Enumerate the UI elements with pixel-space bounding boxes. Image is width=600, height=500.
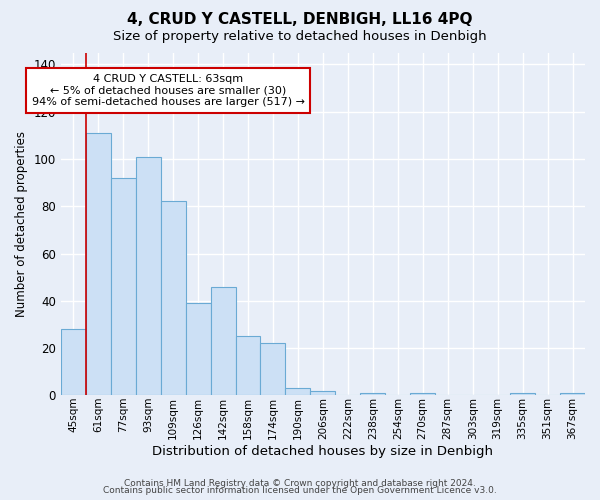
Bar bbox=[260, 344, 286, 396]
Bar bbox=[510, 393, 535, 396]
Bar bbox=[111, 178, 136, 396]
Text: 4, CRUD Y CASTELL, DENBIGH, LL16 4PQ: 4, CRUD Y CASTELL, DENBIGH, LL16 4PQ bbox=[127, 12, 473, 28]
Text: Contains HM Land Registry data © Crown copyright and database right 2024.: Contains HM Land Registry data © Crown c… bbox=[124, 478, 476, 488]
Y-axis label: Number of detached properties: Number of detached properties bbox=[15, 131, 28, 317]
Text: Contains public sector information licensed under the Open Government Licence v3: Contains public sector information licen… bbox=[103, 486, 497, 495]
Text: Size of property relative to detached houses in Denbigh: Size of property relative to detached ho… bbox=[113, 30, 487, 43]
Bar bbox=[211, 286, 236, 396]
Bar bbox=[286, 388, 310, 396]
Bar bbox=[560, 393, 585, 396]
Bar bbox=[185, 303, 211, 396]
Bar bbox=[410, 393, 435, 396]
Bar bbox=[361, 393, 385, 396]
Bar bbox=[61, 329, 86, 396]
Text: 4 CRUD Y CASTELL: 63sqm
← 5% of detached houses are smaller (30)
94% of semi-det: 4 CRUD Y CASTELL: 63sqm ← 5% of detached… bbox=[32, 74, 305, 107]
Bar bbox=[161, 202, 185, 396]
Bar bbox=[136, 156, 161, 396]
Bar bbox=[310, 390, 335, 396]
X-axis label: Distribution of detached houses by size in Denbigh: Distribution of detached houses by size … bbox=[152, 444, 493, 458]
Bar bbox=[236, 336, 260, 396]
Bar bbox=[86, 133, 111, 396]
